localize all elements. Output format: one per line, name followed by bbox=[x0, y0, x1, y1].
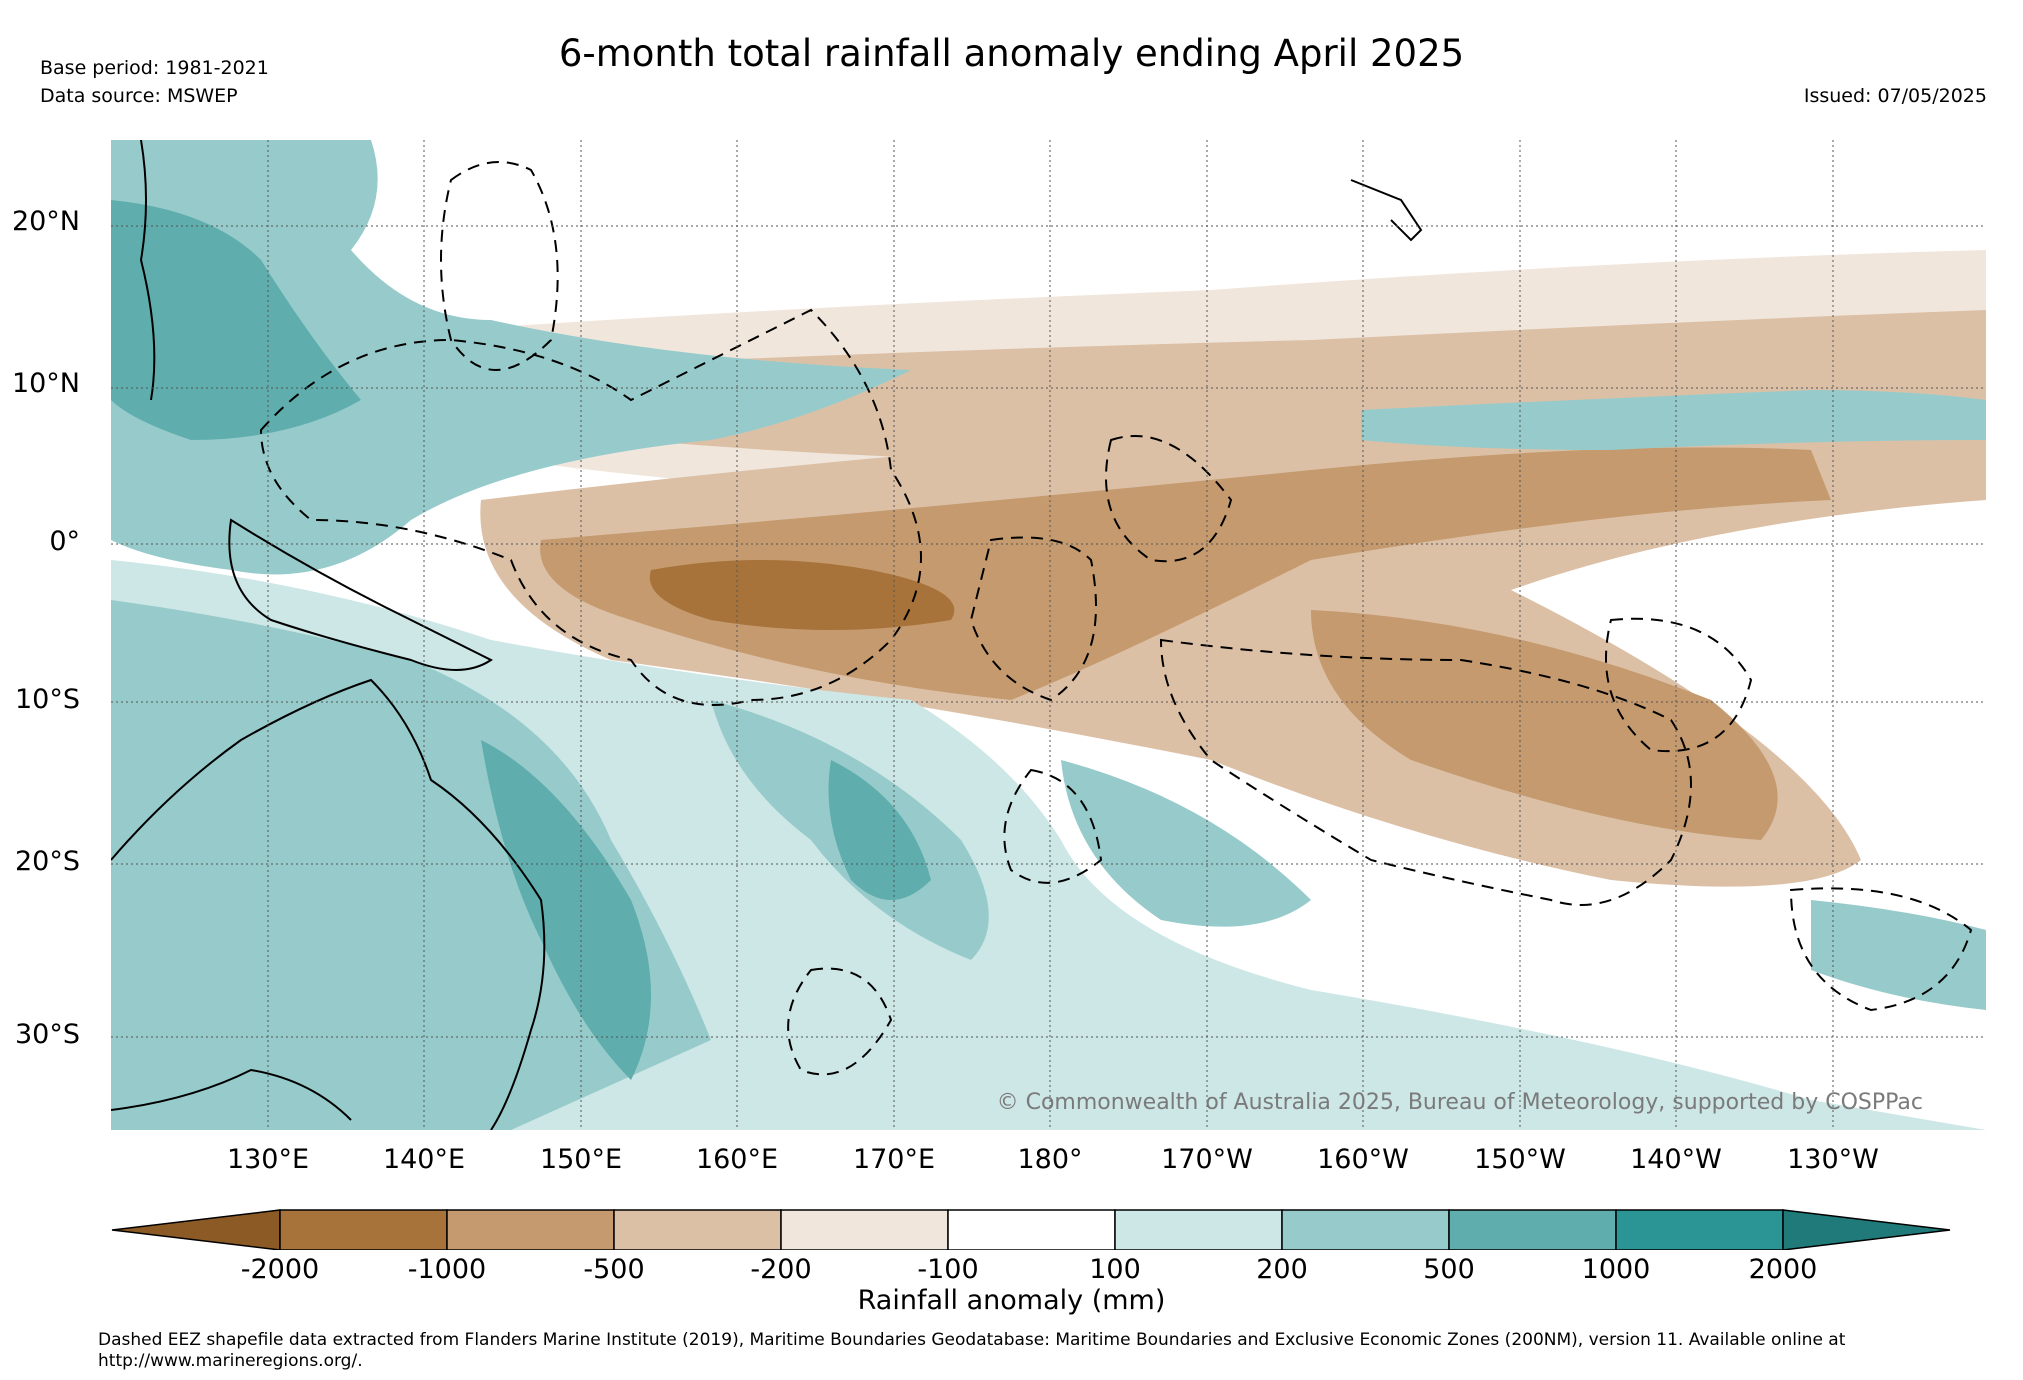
lon-label-170w: 170°W bbox=[1161, 1144, 1253, 1175]
colorbar-segment bbox=[279, 1209, 448, 1250]
lat-label-20n: 20°N bbox=[11, 206, 80, 237]
lat-label-30s: 30°S bbox=[15, 1019, 80, 1050]
lat-label-10s: 10°S bbox=[15, 684, 80, 715]
copyright-watermark: © Commonwealth of Australia 2025, Bureau… bbox=[996, 1090, 1923, 1115]
lat-label-20s: 20°S bbox=[15, 846, 80, 877]
issued-date-text: Issued: 07/05/2025 bbox=[1803, 85, 1987, 107]
wet-anomaly-regions bbox=[111, 140, 1986, 1130]
map-canvas bbox=[111, 140, 1986, 1130]
lon-label-160e: 160°E bbox=[695, 1144, 779, 1175]
lon-label-130w: 130°W bbox=[1787, 1144, 1879, 1175]
footnote: Dashed EEZ shapefile data extracted from… bbox=[98, 1330, 1846, 1371]
colorbar-extend-right bbox=[1782, 1209, 1951, 1250]
colorbar-label: Rainfall anomaly (mm) bbox=[857, 1285, 1166, 1316]
lon-label-170e: 170°E bbox=[852, 1144, 936, 1175]
colorbar-segment bbox=[446, 1209, 615, 1250]
base-period-text: Base period: 1981-2021 bbox=[40, 57, 269, 79]
lon-label-160w: 160°W bbox=[1317, 1144, 1409, 1175]
coastlines bbox=[111, 140, 1423, 1130]
lon-label-180: 180° bbox=[1017, 1144, 1083, 1175]
colorbar-segment bbox=[1448, 1209, 1617, 1250]
rainfall-anomaly-map bbox=[111, 140, 1986, 1130]
colorbar-segment bbox=[1615, 1209, 1784, 1250]
lon-label-140w: 140°W bbox=[1630, 1144, 1722, 1175]
lon-label-130e: 130°E bbox=[226, 1144, 310, 1175]
colorbar bbox=[111, 1209, 1951, 1250]
colorbar-tick: -500 bbox=[583, 1254, 645, 1285]
colorbar-tick: 2000 bbox=[1748, 1254, 1818, 1285]
colorbar-tick: -2000 bbox=[240, 1254, 320, 1285]
colorbar-extend-left bbox=[111, 1209, 281, 1250]
lon-label-140e: 140°E bbox=[382, 1144, 466, 1175]
lat-label-10n: 10°N bbox=[11, 368, 80, 399]
colorbar-tick: 200 bbox=[1256, 1254, 1308, 1285]
colorbar-segment bbox=[780, 1209, 949, 1250]
eez-boundaries bbox=[259, 161, 1973, 1076]
colorbar-tick: -200 bbox=[750, 1254, 812, 1285]
colorbar-tick: 100 bbox=[1089, 1254, 1141, 1285]
colorbar-tick: 500 bbox=[1423, 1254, 1475, 1285]
colorbar-segment bbox=[1114, 1209, 1283, 1250]
lon-label-150e: 150°E bbox=[539, 1144, 623, 1175]
lat-label-0: 0° bbox=[49, 526, 80, 557]
colorbar-segment bbox=[947, 1209, 1116, 1250]
colorbar-tick: -100 bbox=[917, 1254, 979, 1285]
graticule bbox=[111, 140, 1986, 1130]
colorbar-tick: -1000 bbox=[407, 1254, 487, 1285]
colorbar-segment bbox=[613, 1209, 782, 1250]
colorbar-tick: 1000 bbox=[1581, 1254, 1651, 1285]
map-title: 6-month total rainfall anomaly ending Ap… bbox=[558, 32, 1465, 75]
data-source-text: Data source: MSWEP bbox=[40, 85, 238, 107]
lon-label-150w: 150°W bbox=[1474, 1144, 1566, 1175]
colorbar-segment bbox=[1281, 1209, 1450, 1250]
